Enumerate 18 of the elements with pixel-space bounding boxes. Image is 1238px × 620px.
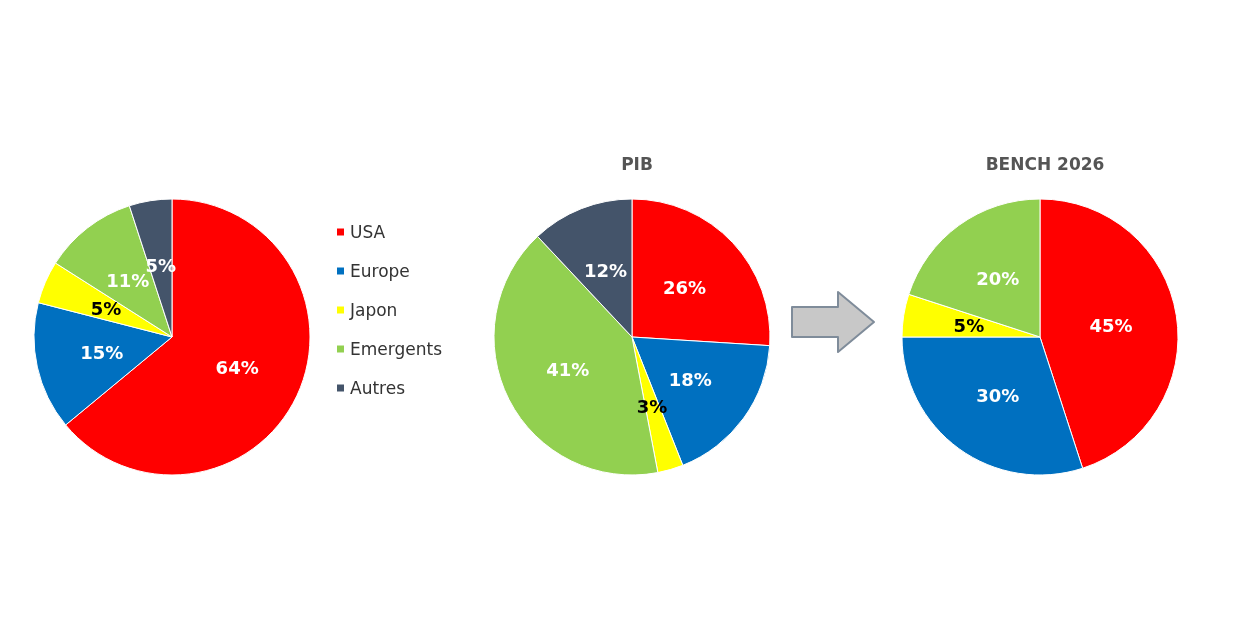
legend-label: Japon xyxy=(349,300,398,320)
data-label: 5% xyxy=(953,315,985,337)
data-label: 12% xyxy=(583,259,628,281)
data-label: 45% xyxy=(1089,315,1133,337)
data-label: 26% xyxy=(662,277,707,299)
data-label: 20% xyxy=(976,268,1020,290)
legend-label: Autres xyxy=(350,378,406,398)
data-label: 41% xyxy=(546,359,590,381)
data-label: 5% xyxy=(90,297,122,319)
legend-label: Europe xyxy=(350,261,410,281)
chart-title: PIB xyxy=(621,153,653,174)
data-label: 18% xyxy=(668,368,712,390)
data-label: 30% xyxy=(976,384,1020,406)
legend-label: Emergents xyxy=(350,339,443,359)
data-label: 64% xyxy=(215,357,259,379)
legend-label: USA xyxy=(350,222,386,242)
data-label: 15% xyxy=(80,342,124,364)
chart-title: BENCH 2026 xyxy=(985,153,1105,174)
